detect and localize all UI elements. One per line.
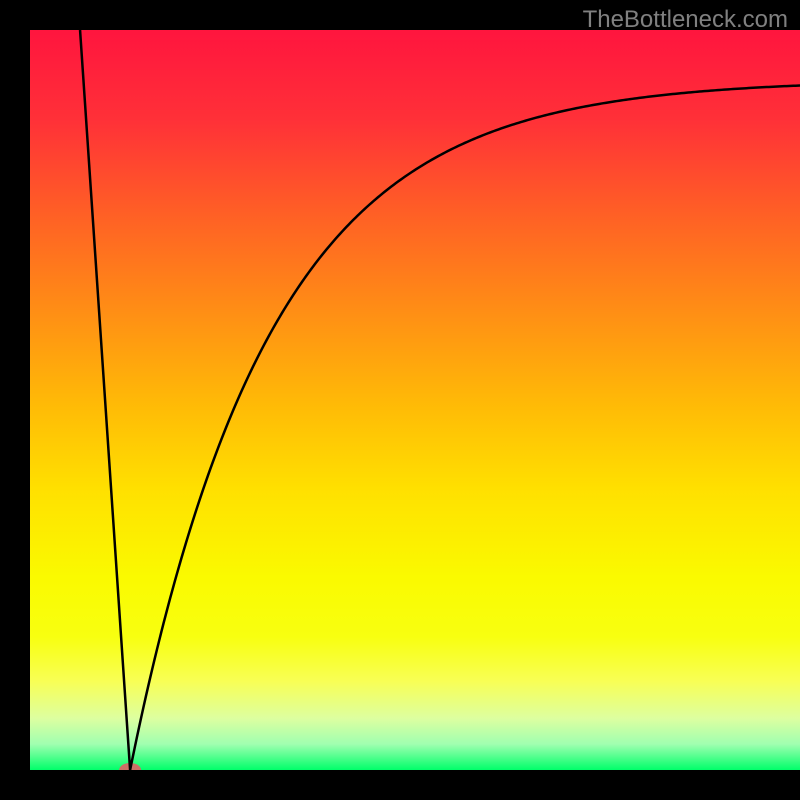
frame-border-top <box>0 0 800 30</box>
bottleneck-chart <box>0 0 800 800</box>
plot-background <box>30 30 800 770</box>
frame-border-left <box>0 30 30 770</box>
frame-border-bottom <box>0 770 800 800</box>
chart-stage: TheBottleneck.com <box>0 0 800 800</box>
